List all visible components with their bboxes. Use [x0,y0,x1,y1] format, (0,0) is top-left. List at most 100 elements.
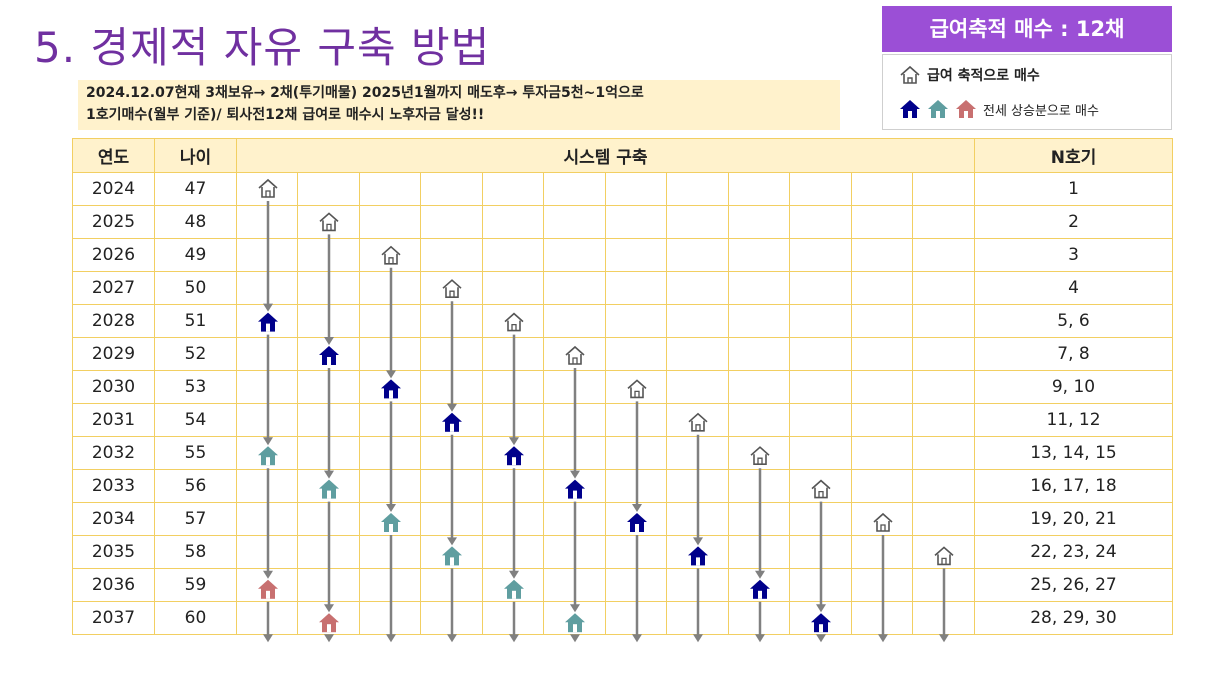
system-cell [482,403,544,437]
system-cell [605,271,667,305]
arrow-head [570,634,580,643]
table-row: 2024 47 1 [72,172,1173,206]
system-cell [482,601,544,635]
year-cell: 2036 [72,568,155,602]
system-cell [912,337,975,371]
year-cell: 2028 [72,304,155,338]
system-cell [666,238,729,272]
system-cell [236,601,298,635]
system-cell [789,205,852,239]
system-cell [912,502,975,536]
table-header-row: 연도 나이 시스템 구축 N호기 [72,138,1173,173]
header-system: 시스템 구축 [236,138,975,173]
system-cell [482,535,544,569]
system-cell [482,436,544,470]
system-cell [359,403,421,437]
age-cell: 48 [154,205,237,239]
system-cell [605,535,667,569]
system-cell [851,238,913,272]
year-cell: 2027 [72,271,155,305]
system-cell [543,601,606,635]
system-cell [666,469,729,503]
house-red-icon [956,100,976,118]
system-cell [728,502,790,536]
system-cell [359,568,421,602]
system-cell [789,535,852,569]
system-cell [605,568,667,602]
system-cell [543,469,606,503]
system-cell [666,568,729,602]
system-cell [420,535,483,569]
arrow-head [324,634,334,643]
system-cell [236,469,298,503]
system-cell [912,568,975,602]
system-cell [359,337,421,371]
table-row: 2030 53 9, 10 [72,370,1173,404]
year-cell: 2031 [72,403,155,437]
table-row: 2036 59 25, 26, 27 [72,568,1173,602]
year-cell: 2030 [72,370,155,404]
n-cell: 28, 29, 30 [974,601,1173,635]
subtitle-line-1: 2024.12.07현재 3채보유→ 2채(투기매물) 2025년1월까지 매도… [86,85,644,101]
system-cell [789,601,852,635]
system-cell [236,337,298,371]
system-cell [359,238,421,272]
system-cell [236,568,298,602]
system-cell [728,535,790,569]
system-cell [543,238,606,272]
arrow-head [263,634,273,643]
n-cell: 1 [974,172,1173,206]
system-cell [420,436,483,470]
table-row: 2037 60 28, 29, 30 [72,601,1173,635]
system-cell [236,502,298,536]
legend-row-jeonse: 전세 상승분으로 매수 [899,99,1099,119]
system-cell [789,304,852,338]
system-cell [912,172,975,206]
system-cell [851,370,913,404]
system-cell [420,337,483,371]
age-cell: 59 [154,568,237,602]
system-cell [851,469,913,503]
system-cell [728,172,790,206]
system-cell [482,172,544,206]
age-cell: 54 [154,403,237,437]
arrow-head [447,634,457,643]
system-cell [543,436,606,470]
system-cell [789,337,852,371]
arrow-head [386,634,396,643]
legend: 급여 축적으로 매수 전세 상승분으로 매수 [882,54,1172,130]
age-cell: 56 [154,469,237,503]
page-title: 5. 경제적 자유 구축 방법 [34,23,491,72]
system-cell [851,337,913,371]
system-cell [297,568,360,602]
system-cell [420,304,483,338]
system-cell [728,601,790,635]
year-cell: 2035 [72,535,155,569]
n-cell: 3 [974,238,1173,272]
age-cell: 60 [154,601,237,635]
system-cell [912,436,975,470]
arrow-head [878,634,888,643]
system-cell [851,601,913,635]
system-cell [789,370,852,404]
system-cell [728,436,790,470]
system-cell [236,436,298,470]
system-cell [297,172,360,206]
age-cell: 53 [154,370,237,404]
system-cell [543,502,606,536]
n-cell: 9, 10 [974,370,1173,404]
system-cell [605,601,667,635]
system-cell [420,568,483,602]
system-cell [297,370,360,404]
system-cell [666,601,729,635]
system-cell [789,568,852,602]
year-cell: 2024 [72,172,155,206]
house-outline-icon [900,65,920,84]
system-cell [666,304,729,338]
system-cell [420,238,483,272]
system-cell [482,304,544,338]
system-cell [912,205,975,239]
age-cell: 55 [154,436,237,470]
header-year: 연도 [72,138,155,173]
table-row: 2028 51 5, 6 [72,304,1173,338]
